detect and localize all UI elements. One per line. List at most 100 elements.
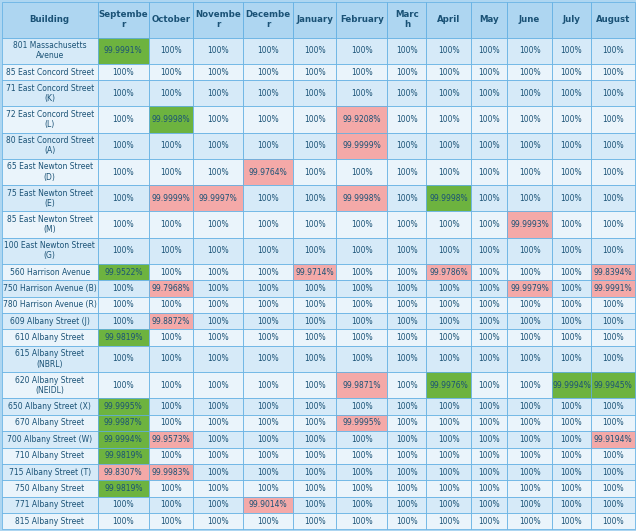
Bar <box>471 238 507 264</box>
Bar <box>193 313 243 329</box>
Bar <box>387 264 426 280</box>
Text: 100%: 100% <box>113 500 134 509</box>
Bar <box>149 264 193 280</box>
Text: 100%: 100% <box>113 67 134 76</box>
Bar <box>426 159 471 185</box>
Bar <box>98 415 149 431</box>
Bar <box>243 496 293 513</box>
Text: 100%: 100% <box>257 141 279 150</box>
Text: 100%: 100% <box>602 67 623 76</box>
Bar <box>149 185 193 211</box>
Text: 99.9999%: 99.9999% <box>152 194 190 203</box>
Bar <box>243 329 293 346</box>
Text: 100%: 100% <box>351 284 373 293</box>
Text: 99.9819%: 99.9819% <box>104 333 142 342</box>
Text: 100%: 100% <box>304 402 326 411</box>
Bar <box>1 80 98 106</box>
Text: 100%: 100% <box>438 284 460 293</box>
Text: 100%: 100% <box>207 355 229 363</box>
Bar <box>293 513 336 529</box>
Text: 100%: 100% <box>561 317 583 326</box>
Bar <box>293 448 336 464</box>
Text: 609 Albany Street (J): 609 Albany Street (J) <box>10 317 90 326</box>
Text: 100%: 100% <box>304 46 326 55</box>
Bar <box>336 513 387 529</box>
Text: 99.9997%: 99.9997% <box>199 194 238 203</box>
Bar <box>1 398 98 415</box>
Text: 100%: 100% <box>561 500 583 509</box>
Bar <box>1 496 98 513</box>
Text: 100%: 100% <box>438 355 460 363</box>
Text: 80 East Concord Street
(A): 80 East Concord Street (A) <box>6 136 93 156</box>
Text: 100%: 100% <box>160 500 182 509</box>
Bar <box>552 185 591 211</box>
Bar <box>426 464 471 481</box>
Bar <box>149 415 193 431</box>
Bar <box>243 185 293 211</box>
Bar <box>293 80 336 106</box>
Text: 100%: 100% <box>438 451 460 460</box>
Text: 100%: 100% <box>519 141 541 150</box>
Bar <box>149 496 193 513</box>
Text: 100%: 100% <box>478 284 500 293</box>
Text: 100%: 100% <box>113 89 134 98</box>
Text: 100%: 100% <box>257 284 279 293</box>
Bar <box>336 264 387 280</box>
Bar <box>243 398 293 415</box>
Bar <box>552 448 591 464</box>
Text: 100%: 100% <box>438 141 460 150</box>
Text: 100%: 100% <box>207 381 229 390</box>
Bar <box>552 481 591 496</box>
Bar <box>591 398 635 415</box>
Text: 100%: 100% <box>160 381 182 390</box>
Bar <box>149 159 193 185</box>
Bar <box>243 211 293 238</box>
Bar <box>507 431 552 448</box>
Bar <box>243 2 293 38</box>
Text: 100%: 100% <box>351 246 373 255</box>
Bar <box>149 133 193 159</box>
Bar <box>552 211 591 238</box>
Bar <box>336 431 387 448</box>
Bar <box>336 448 387 464</box>
Bar <box>293 238 336 264</box>
Text: 100%: 100% <box>561 451 583 460</box>
Text: 100%: 100% <box>396 67 418 76</box>
Bar <box>387 185 426 211</box>
Text: 100%: 100% <box>602 418 623 427</box>
Bar <box>1 431 98 448</box>
Bar <box>336 496 387 513</box>
Bar <box>98 431 149 448</box>
Bar <box>149 297 193 313</box>
Bar <box>336 329 387 346</box>
Text: 100%: 100% <box>478 333 500 342</box>
Bar <box>591 297 635 313</box>
Bar <box>387 464 426 481</box>
Bar <box>426 280 471 297</box>
Bar <box>1 448 98 464</box>
Bar <box>336 464 387 481</box>
Bar <box>507 415 552 431</box>
Text: 100%: 100% <box>519 194 541 203</box>
Text: 610 Albany Street: 610 Albany Street <box>15 333 84 342</box>
Bar <box>293 398 336 415</box>
Text: 72 East Concord Street
(L): 72 East Concord Street (L) <box>6 110 93 129</box>
Bar <box>552 159 591 185</box>
Text: 99.9998%: 99.9998% <box>152 115 190 124</box>
Bar <box>243 346 293 372</box>
Bar <box>507 2 552 38</box>
Text: 715 Albany Street (T): 715 Albany Street (T) <box>8 468 91 477</box>
Text: 100%: 100% <box>304 168 326 176</box>
Bar <box>471 2 507 38</box>
Text: August: August <box>595 15 630 24</box>
Bar <box>426 346 471 372</box>
Text: 100%: 100% <box>160 301 182 310</box>
Bar <box>471 513 507 529</box>
Text: 100%: 100% <box>207 141 229 150</box>
Bar <box>149 431 193 448</box>
Bar <box>387 280 426 297</box>
Text: 100%: 100% <box>351 500 373 509</box>
Text: 100%: 100% <box>351 451 373 460</box>
Bar <box>293 64 336 80</box>
Bar <box>426 431 471 448</box>
